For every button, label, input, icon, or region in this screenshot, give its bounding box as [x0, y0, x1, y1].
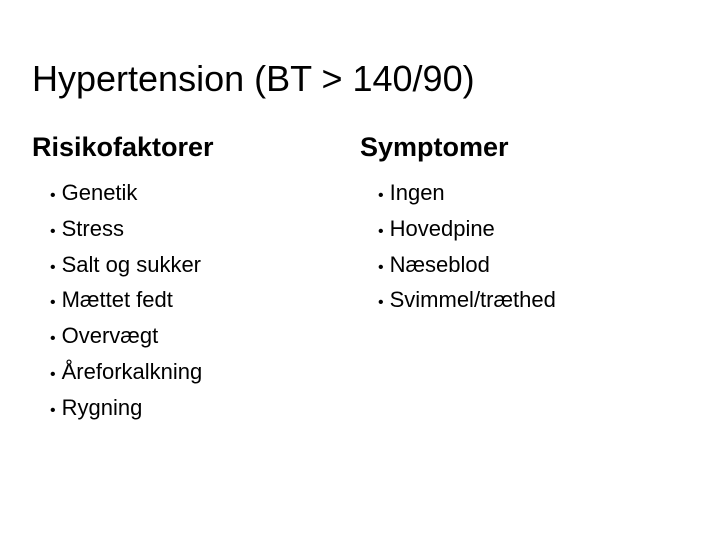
columns-container: Risikofaktorer •Genetik •Stress •Salt og…	[32, 132, 688, 428]
list-item-label: Salt og sukker	[62, 249, 201, 281]
list-item: •Genetik	[50, 177, 360, 211]
list-item-label: Ingen	[390, 177, 445, 209]
list-item-label: Mættet fedt	[62, 284, 173, 316]
column-symptomer: Symptomer •Ingen •Hovedpine •Næseblod •S…	[360, 132, 688, 428]
column-heading: Risikofaktorer	[32, 132, 360, 163]
bullet-icon: •	[378, 182, 384, 211]
bullet-icon: •	[378, 254, 384, 283]
list-item-label: Rygning	[62, 392, 143, 424]
bullet-icon: •	[50, 218, 56, 247]
bullet-list: •Ingen •Hovedpine •Næseblod •Svimmel/træ…	[360, 177, 688, 318]
list-item: •Hovedpine	[378, 213, 688, 247]
list-item-label: Hovedpine	[390, 213, 495, 245]
list-item-label: Åreforkalkning	[62, 356, 203, 388]
list-item-label: Stress	[62, 213, 124, 245]
list-item: •Mættet fedt	[50, 284, 360, 318]
list-item: •Overvægt	[50, 320, 360, 354]
list-item: •Næseblod	[378, 249, 688, 283]
list-item: •Rygning	[50, 392, 360, 426]
bullet-icon: •	[378, 218, 384, 247]
slide-title: Hypertension (BT > 140/90)	[32, 58, 688, 100]
bullet-list: •Genetik •Stress •Salt og sukker •Mættet…	[32, 177, 360, 426]
bullet-icon: •	[50, 361, 56, 390]
list-item-label: Genetik	[62, 177, 138, 209]
bullet-icon: •	[378, 289, 384, 318]
list-item: •Ingen	[378, 177, 688, 211]
list-item-label: Overvægt	[62, 320, 159, 352]
list-item: •Svimmel/træthed	[378, 284, 688, 318]
bullet-icon: •	[50, 325, 56, 354]
bullet-icon: •	[50, 182, 56, 211]
bullet-icon: •	[50, 289, 56, 318]
list-item: •Åreforkalkning	[50, 356, 360, 390]
bullet-icon: •	[50, 397, 56, 426]
list-item-label: Svimmel/træthed	[390, 284, 556, 316]
bullet-icon: •	[50, 254, 56, 283]
column-risikofaktorer: Risikofaktorer •Genetik •Stress •Salt og…	[32, 132, 360, 428]
column-heading: Symptomer	[360, 132, 688, 163]
list-item: •Salt og sukker	[50, 249, 360, 283]
list-item-label: Næseblod	[390, 249, 490, 281]
list-item: •Stress	[50, 213, 360, 247]
